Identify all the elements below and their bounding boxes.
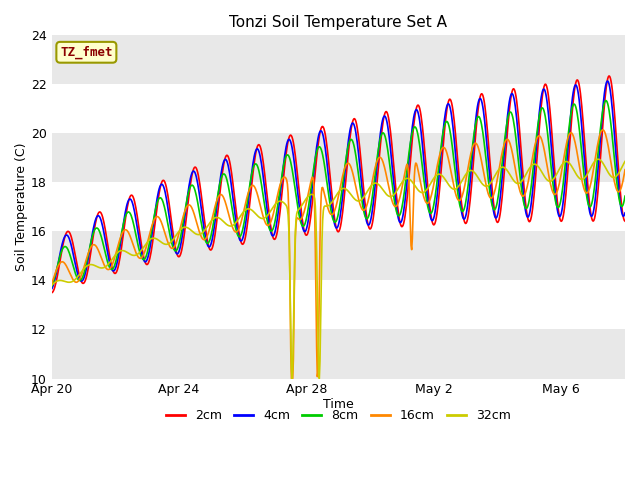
4cm [511,99,518,105]
4cm [47,286,55,292]
2cm [621,218,629,224]
2cm [257,144,264,149]
Line: 16cm: 16cm [51,130,625,379]
32cm [182,225,190,230]
16cm [182,204,190,210]
8cm [182,200,190,205]
16cm [257,202,264,208]
Y-axis label: Soil Temperature (C): Soil Temperature (C) [15,143,28,271]
2cm [68,237,76,243]
2cm [182,214,190,220]
Line: 8cm: 8cm [51,101,625,287]
4cm [257,154,264,159]
Line: 2cm: 2cm [51,76,625,293]
32cm [47,283,55,288]
Bar [51,329,625,379]
Legend: 2cm, 4cm, 8cm, 16cm, 32cm: 2cm, 4cm, 8cm, 16cm, 32cm [161,404,516,427]
2cm [47,290,55,296]
16cm [68,275,76,281]
8cm [287,159,294,165]
4cm [68,246,76,252]
32cm [595,156,602,162]
8cm [47,284,55,290]
2cm [605,73,613,79]
4cm [287,139,294,145]
4cm [604,78,612,84]
32cm [373,180,381,186]
8cm [257,174,264,180]
16cm [373,158,381,164]
32cm [288,376,296,382]
Bar [51,36,625,84]
4cm [182,202,190,207]
8cm [68,259,76,265]
16cm [287,347,294,352]
16cm [47,281,55,287]
8cm [511,126,518,132]
2cm [287,132,294,138]
Line: 4cm: 4cm [51,81,625,289]
32cm [511,180,519,185]
4cm [372,168,380,174]
2cm [511,87,518,93]
4cm [621,210,629,216]
Text: TZ_fmet: TZ_fmet [60,46,113,59]
16cm [599,127,607,133]
16cm [511,166,519,172]
Bar [51,133,625,182]
32cm [257,215,264,221]
32cm [621,158,629,164]
Bar [51,231,625,280]
2cm [372,186,380,192]
16cm [621,167,629,173]
8cm [372,160,380,166]
X-axis label: Time: Time [323,398,354,411]
Title: Tonzi Soil Temperature Set A: Tonzi Soil Temperature Set A [229,15,447,30]
32cm [68,279,76,285]
16cm [287,376,295,382]
8cm [602,98,609,104]
8cm [621,193,629,199]
32cm [287,329,294,335]
Line: 32cm: 32cm [51,159,625,379]
